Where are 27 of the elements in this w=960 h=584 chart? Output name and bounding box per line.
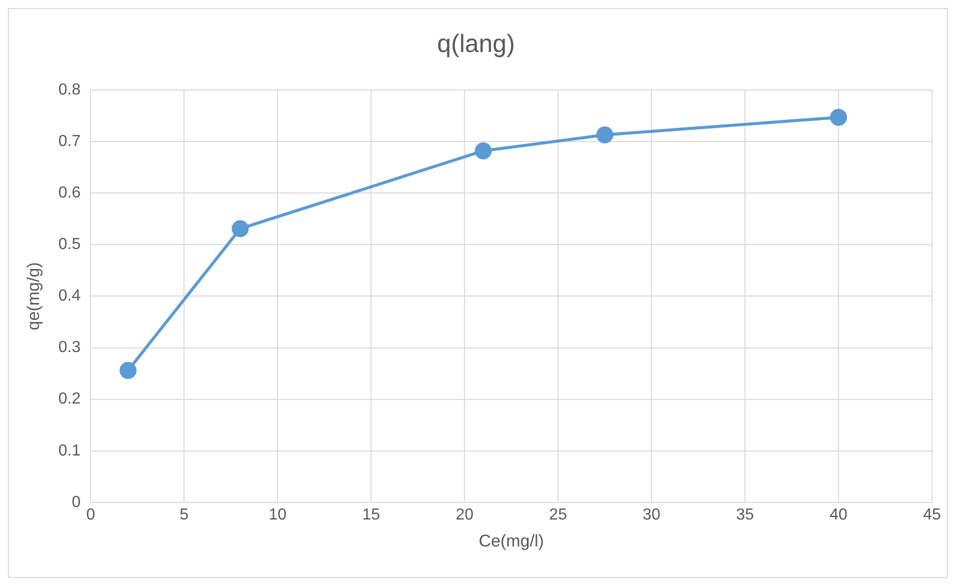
point	[830, 108, 848, 126]
chart-title: q(lang)	[437, 30, 515, 58]
x-tick-label: 10	[268, 506, 287, 524]
y-tick-label: 0.7	[58, 132, 81, 150]
x-tick-label: 0	[86, 506, 96, 524]
x-tick-label: 30	[642, 506, 661, 524]
point	[474, 142, 492, 160]
y-axis-title: qe(mg/g)	[24, 262, 43, 330]
y-tick-label: 0.8	[58, 81, 81, 98]
point	[120, 362, 137, 379]
x-tick-label: 25	[549, 506, 568, 524]
x-tick-label: 15	[362, 506, 380, 524]
x-tick-label: 20	[456, 506, 474, 524]
y-tick-label: 0.6	[58, 184, 81, 202]
point	[232, 220, 249, 238]
y-tick-label: 0	[72, 494, 81, 511]
x-axis-title: Ce(mg/l)	[478, 531, 544, 550]
y-tick-label: 0.1	[58, 442, 81, 460]
y-tick-label: 0.5	[58, 236, 81, 254]
x-tick-label: 5	[180, 506, 189, 524]
x-tick-label: 40	[830, 506, 848, 524]
y-tick-label: 0.3	[58, 339, 81, 356]
y-tick-label: 0.4	[58, 288, 81, 305]
x-tick-label: 45	[923, 506, 941, 524]
point	[596, 126, 614, 144]
y-tick-label: 0.2	[58, 390, 81, 408]
x-tick-label: 35	[736, 506, 754, 524]
